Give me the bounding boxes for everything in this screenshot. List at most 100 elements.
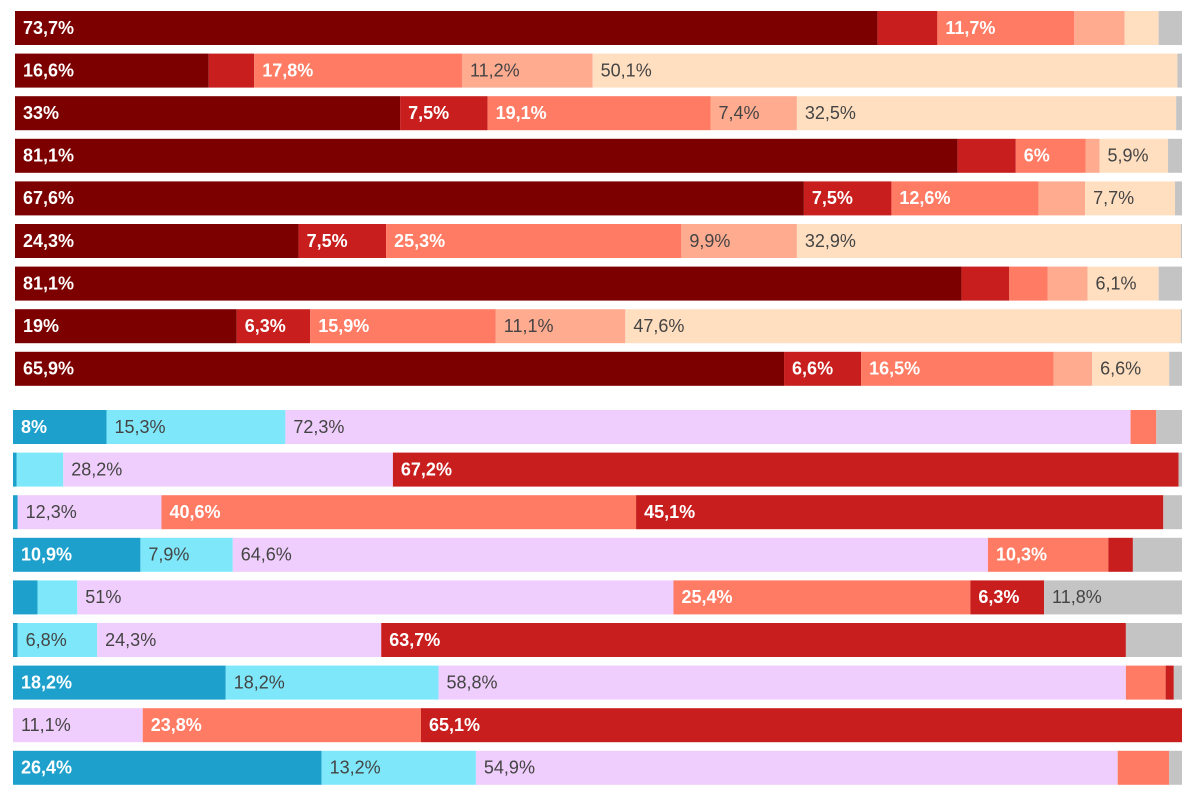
bar-segment-seg-cyan	[17, 623, 98, 657]
bar-segment-seg-lavender	[77, 580, 674, 615]
data-label: 26,4%	[21, 758, 72, 778]
data-label: 24,3%	[105, 630, 156, 650]
bar-segment-seg-lavender	[285, 410, 1131, 444]
data-label: 28,2%	[71, 459, 122, 479]
bar-segment-seg-red	[400, 96, 488, 131]
bar-row-8: 19% 6,3% 15,9% 11,1% 47,6%	[15, 309, 1182, 344]
data-label: 58,8%	[447, 672, 498, 692]
bar-segment-seg-grey	[1180, 224, 1182, 258]
bar-segment-seg-grey	[1177, 53, 1182, 88]
data-label: 11,1%	[504, 316, 554, 336]
bar-segment-seg-dark-red	[15, 138, 958, 173]
bar-segment-seg-grey	[1163, 495, 1182, 530]
bar-segment-seg-salmon	[987, 537, 1109, 572]
bar-segment-seg-peach	[796, 224, 1181, 258]
data-label: 12,3%	[26, 502, 77, 522]
bar-segment-seg-red	[1165, 665, 1174, 700]
bar-segment-seg-grey	[1169, 750, 1182, 785]
bar-row-9: 26,4% 13,2% 54,9%	[13, 750, 1182, 785]
bar-segment-seg-grey	[1180, 309, 1182, 344]
bar-segment-seg-grey	[1176, 96, 1182, 131]
bar-segment-seg-peach	[1124, 11, 1159, 45]
data-label: 6,8%	[26, 630, 67, 650]
bar-segment-seg-lavender	[232, 537, 988, 572]
bar-segment-seg-light-salmon	[1038, 181, 1086, 216]
bar-segment-seg-blue	[13, 665, 226, 700]
bar-segment-seg-red	[298, 224, 387, 258]
bar-segment-seg-blue	[13, 495, 18, 530]
bar-segment-seg-dark-red	[15, 309, 237, 344]
data-label: 19,1%	[496, 103, 547, 123]
bar-row-4: 10,9% 7,9% 64,6% 10,3%	[13, 537, 1182, 572]
bar-row-1: 73,7% 11,7%	[15, 11, 1182, 45]
bar-segment-seg-lavender	[63, 452, 393, 487]
bar-segment-seg-red	[784, 351, 862, 386]
data-label: 6,6%	[1100, 359, 1141, 379]
data-label: 23,8%	[151, 715, 202, 735]
data-label: 54,9%	[484, 758, 535, 778]
bar-segment-seg-salmon	[673, 580, 971, 615]
bar-segment-seg-salmon	[1130, 410, 1157, 444]
bar-segment-seg-salmon	[161, 495, 637, 530]
bar-segment-seg-peach	[1085, 181, 1175, 216]
bar-segment-seg-cyan	[225, 665, 439, 700]
bar-segment-seg-grey	[1173, 665, 1182, 700]
data-label: 18,2%	[234, 672, 285, 692]
bar-segment-seg-light-salmon	[495, 309, 626, 344]
bar-segment-seg-red	[877, 11, 938, 45]
bar-row-1: 8% 15,3% 72,3%	[13, 410, 1182, 444]
data-label: 11,2%	[470, 60, 520, 80]
bar-segment-seg-peach	[1092, 351, 1170, 386]
data-label: 8%	[21, 417, 47, 437]
bar-segment-seg-red	[381, 623, 1126, 657]
bar-row-6: 6,8% 24,3% 63,7%	[13, 623, 1182, 657]
data-label: 6,6%	[792, 359, 833, 379]
data-label: 5,9%	[1107, 146, 1148, 166]
bar-segment-seg-cyan	[321, 750, 476, 785]
bar-segment-seg-light-salmon	[1074, 11, 1125, 45]
bar-segment-seg-red	[236, 309, 311, 344]
bar-row-6: 24,3% 7,5% 25,3% 9,9% 32,9%	[15, 224, 1182, 258]
data-label: 40,6%	[169, 502, 220, 522]
bar-row-7: 81,1% 6,1%	[15, 266, 1182, 301]
data-label: 73,7%	[23, 18, 74, 38]
bar-segment-seg-grey	[1158, 266, 1182, 301]
data-label: 18,2%	[21, 672, 72, 692]
data-label: 25,3%	[394, 231, 445, 251]
bar-segment-seg-red	[420, 708, 1183, 743]
bar-segment-seg-cyan	[16, 452, 64, 487]
bar-segment-seg-light-salmon	[1053, 351, 1093, 386]
bar-segment-seg-salmon	[386, 224, 682, 258]
data-label: 81,1%	[23, 146, 74, 166]
data-label: 67,6%	[23, 188, 74, 208]
bar-row-3: 12,3% 40,6% 45,1%	[13, 495, 1182, 530]
data-label: 19%	[23, 316, 59, 336]
bar-segment-seg-dark-red	[15, 351, 785, 386]
bar-segment-seg-red	[970, 580, 1045, 615]
data-label: 15,3%	[115, 417, 166, 437]
data-label: 32,5%	[805, 103, 856, 123]
bar-row-3: 33% 7,5% 19,1% 7,4% 32,5%	[15, 96, 1182, 131]
bar-segment-seg-salmon	[937, 11, 1075, 45]
data-label: 11,8%	[1052, 587, 1102, 607]
bar-segment-seg-cyan	[140, 537, 233, 572]
data-label: 63,7%	[389, 630, 440, 650]
bar-segment-seg-red	[1108, 537, 1133, 572]
bar-segment-seg-light-salmon	[1047, 266, 1088, 301]
bar-row-4: 81,1% 6% 5,9%	[15, 138, 1182, 173]
bar-segment-seg-dark-red	[15, 181, 804, 216]
bar-segment-seg-grey	[1132, 537, 1182, 572]
data-label: 25,4%	[681, 587, 732, 607]
bar-segment-seg-dark-red	[15, 11, 878, 45]
bar-segment-seg-blue	[13, 452, 17, 487]
data-label: 33%	[23, 103, 59, 123]
bar-segment-seg-grey	[1169, 351, 1182, 386]
bar-segment-seg-grey	[1044, 580, 1182, 615]
data-label: 17,8%	[262, 60, 313, 80]
bar-segment-seg-grey	[1125, 623, 1182, 657]
data-label: 7,9%	[148, 545, 189, 565]
bar-segment-seg-lavender	[438, 665, 1126, 700]
bar-row-8: 11,1% 23,8% 65,1%	[13, 708, 1183, 743]
data-label: 6,3%	[978, 587, 1019, 607]
